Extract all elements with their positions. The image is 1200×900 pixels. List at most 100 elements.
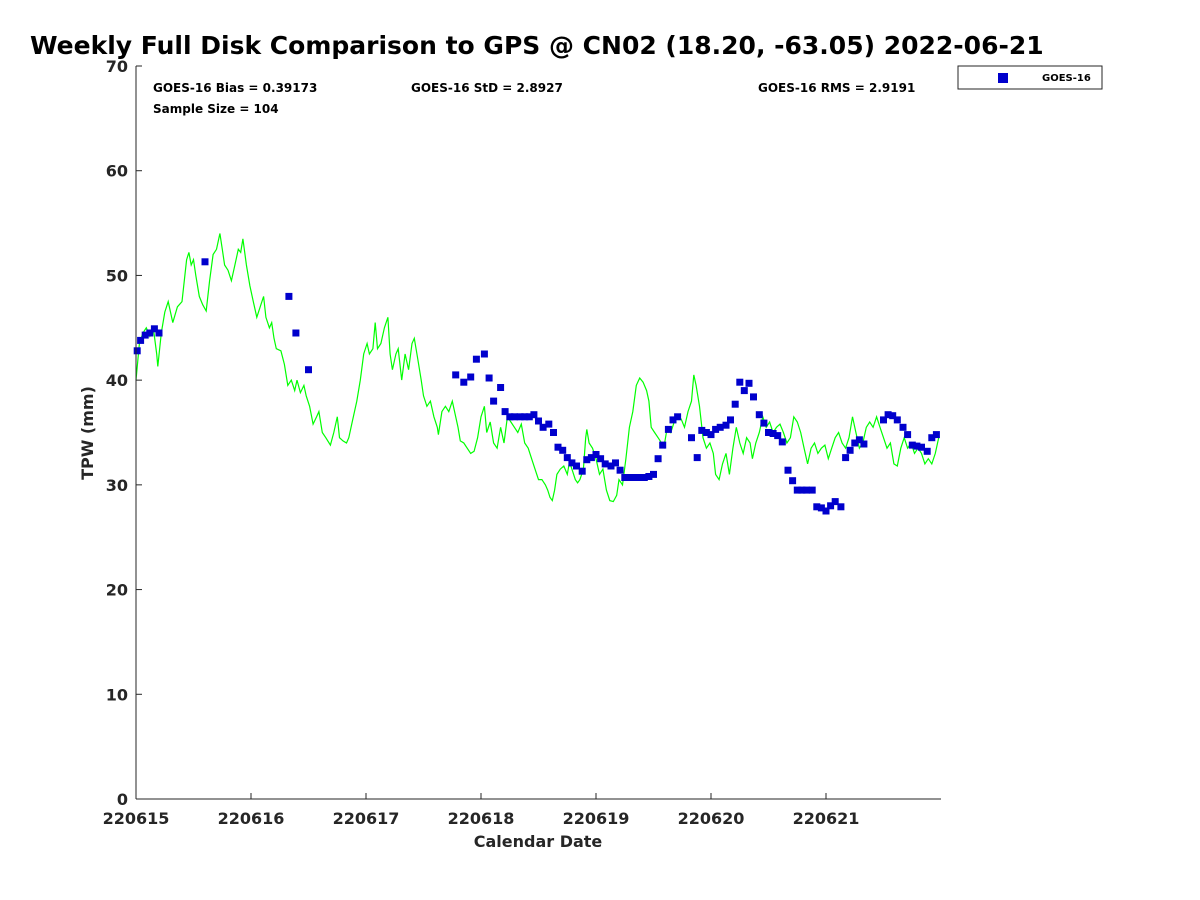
goes-point [621, 474, 629, 481]
y-tick-label: 50 [106, 266, 128, 285]
legend-marker [998, 73, 1008, 83]
goes-point [727, 416, 734, 424]
goes-point [765, 429, 772, 436]
goes-point [521, 413, 529, 421]
gps-series [135, 233, 940, 503]
goes-point [798, 486, 806, 494]
goes-point [913, 442, 921, 450]
y-tick-label: 30 [106, 476, 128, 495]
y-tick-label: 40 [106, 371, 128, 390]
rms-stat: GOES-16 RMS = 2.9191 [758, 81, 915, 95]
goes-point [750, 393, 757, 401]
goes-point [789, 477, 797, 485]
legend: GOES-16 [957, 65, 1103, 90]
goes-point [506, 413, 514, 421]
goes-point [516, 413, 524, 421]
std-stat: GOES-16 StD = 2.8927 [411, 81, 563, 95]
x-axis-label: Calendar Date [474, 832, 603, 851]
goes-point [908, 441, 916, 449]
goes-point [150, 325, 158, 333]
goes-point [501, 408, 509, 416]
goes-point [550, 429, 557, 436]
goes-point [659, 441, 667, 449]
goes-point [669, 416, 677, 424]
goes-point [664, 425, 672, 433]
goes-point [607, 462, 615, 470]
goes-point [201, 258, 209, 266]
chart-title: Weekly Full Disk Comparison to GPS @ CN0… [30, 31, 1044, 60]
goes-point [923, 447, 931, 455]
x-tick-label: 220617 [333, 809, 400, 828]
x-tick-label: 220621 [793, 809, 860, 828]
goes-point [784, 466, 792, 474]
x-tick-label: 220618 [448, 809, 515, 828]
goes-point [932, 431, 940, 439]
y-tick-label: 60 [106, 162, 128, 181]
goes-point [510, 413, 518, 421]
goes-point [480, 350, 488, 358]
goes-point [688, 434, 695, 442]
goes-point [636, 474, 644, 481]
legend-box [957, 65, 1103, 90]
x-tick-label: 220620 [678, 809, 745, 828]
y-axis-label: TPW (mm) [78, 386, 97, 480]
goes-point [793, 486, 801, 494]
goes-point [137, 336, 145, 344]
goes-point [817, 504, 825, 512]
goes-point [808, 486, 816, 494]
goes-point [640, 474, 648, 481]
goes-point [880, 416, 887, 424]
goes-point [601, 460, 609, 468]
goes-point [842, 454, 850, 462]
goes-point [822, 507, 830, 515]
goes-point [755, 411, 763, 419]
plot-area [136, 66, 941, 799]
goes-point [452, 371, 460, 379]
goes-point [889, 412, 897, 420]
goes-point [893, 416, 901, 424]
goes-point [736, 378, 744, 386]
sample-size-stat: Sample Size = 104 [153, 102, 279, 116]
goes-point [693, 454, 701, 462]
x-tick-label: 220616 [218, 809, 285, 828]
goes-point [740, 387, 748, 395]
goes-point [837, 503, 845, 511]
goes-point [497, 384, 505, 391]
y-axis-ticks: 0 10 20 30 40 50 60 70 [106, 57, 142, 809]
goes-point [928, 434, 936, 442]
goes-point [904, 431, 912, 439]
goes-point [774, 432, 782, 440]
x-axis-ticks: 220615 220616 220617 220618 220619 220620 2206… [103, 793, 860, 828]
goes-point [285, 292, 293, 300]
goes-point [616, 466, 624, 474]
goes-point [650, 470, 657, 478]
goes-point [827, 502, 835, 510]
goes-point [525, 413, 533, 421]
goes-point [831, 498, 839, 506]
goes-point [674, 413, 682, 421]
goes-point [568, 459, 576, 467]
goes-point [778, 438, 786, 446]
goes-point [645, 473, 653, 480]
goes-point [813, 503, 821, 511]
goes-point [141, 331, 149, 339]
goes-point [899, 423, 907, 431]
y-tick-label: 70 [106, 57, 128, 76]
y-tick-label: 0 [117, 790, 128, 809]
y-tick-label: 20 [106, 581, 128, 600]
goes-point [722, 421, 730, 429]
goes-point [597, 455, 605, 463]
x-tick-label: 220619 [563, 809, 630, 828]
goes-point [133, 347, 141, 355]
goes-point [702, 429, 710, 436]
goes-point [731, 400, 739, 408]
goes-point [490, 397, 498, 405]
goes-point [860, 440, 868, 448]
goes-series [133, 258, 940, 515]
goes-point [654, 455, 662, 463]
goes-point [305, 366, 312, 374]
y-tick-label: 10 [106, 685, 128, 704]
goes-point [485, 374, 493, 382]
goes-point [467, 373, 475, 381]
goes-point [292, 329, 300, 337]
